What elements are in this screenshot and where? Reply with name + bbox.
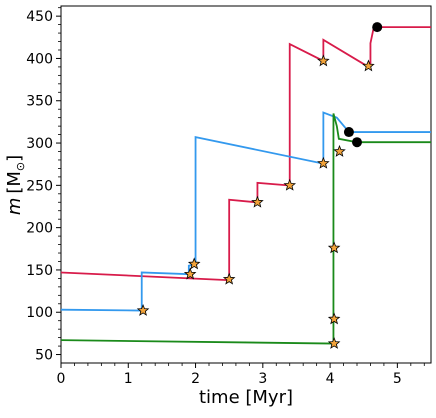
y-tick-label: 50: [35, 348, 53, 364]
x-tick-label: 5: [393, 371, 402, 387]
x-tick-label: 2: [191, 371, 200, 387]
star-marker: [251, 195, 264, 208]
x-tick-label: 4: [326, 371, 335, 387]
x-axis-label: time [Myr]: [199, 387, 293, 408]
star-marker: [136, 303, 150, 316]
y-tick-label: 350: [26, 94, 53, 110]
star-marker: [327, 336, 341, 349]
x-tick-label: 3: [258, 371, 267, 387]
x-tick-label: 0: [57, 371, 66, 387]
y-ticks: 50 100 150 200 250 300 350 400 450: [26, 7, 61, 364]
series-layer: [60, 22, 431, 349]
x-ticks: 0 1 2 3 4 5: [57, 363, 425, 387]
y-tick-label: 450: [26, 9, 53, 25]
star-marker: [283, 178, 296, 191]
star-marker: [333, 144, 346, 157]
y-axis-label-m: m: [4, 198, 25, 216]
star-marker: [183, 267, 197, 280]
end-point-marker: [372, 22, 383, 33]
y-axis-label-close: ]: [4, 155, 25, 162]
y-tick-label: 250: [26, 178, 53, 194]
y-tick-label: 100: [26, 305, 53, 321]
star-marker: [222, 272, 236, 285]
x-tick-label: 1: [124, 371, 133, 387]
y-axis-label: m [M⊙]: [4, 155, 27, 215]
y-tick-label: 300: [26, 136, 53, 152]
star-marker: [187, 257, 201, 270]
star-marker: [317, 156, 330, 169]
y-tick-label: 150: [26, 263, 53, 279]
end-point-marker: [343, 127, 354, 138]
star-marker: [362, 59, 375, 72]
end-point-marker: [352, 137, 362, 148]
star-marker: [317, 54, 330, 67]
y-axis-label-sun: ⊙: [14, 162, 27, 171]
y-axis-label-unit: [M: [4, 171, 25, 194]
star-marker: [327, 241, 341, 254]
y-tick-label: 200: [26, 221, 53, 237]
y-tick-label: 400: [26, 51, 53, 67]
star-marker: [327, 312, 341, 325]
series-line-1: [60, 111, 431, 312]
